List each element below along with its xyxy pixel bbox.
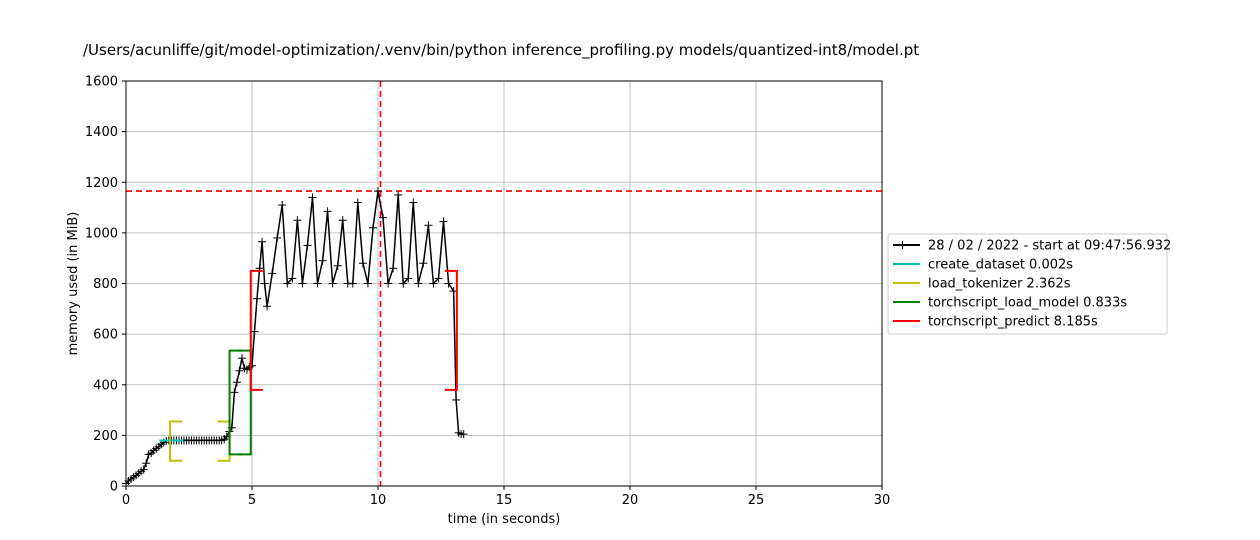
memory-point: [348, 279, 357, 288]
memory-point: [363, 279, 372, 288]
memory-point: [258, 237, 267, 246]
memory-point: [293, 216, 302, 225]
reference-lines: [126, 81, 882, 486]
memory-point: [374, 187, 382, 196]
x-tick-label: 20: [622, 493, 639, 508]
y-tick-label: 0: [110, 480, 118, 495]
memory-point: [409, 198, 418, 207]
memory-point: [368, 223, 377, 232]
memory-point: [452, 395, 461, 404]
legend-entry: 28 / 02 / 2022 - start at 09:47:56.932: [893, 239, 1171, 254]
memory-point: [230, 388, 239, 397]
bracket-torchscript-load-model: [228, 349, 252, 456]
memory-point: [142, 459, 151, 468]
memory-point: [439, 217, 448, 226]
memory-series: [122, 187, 468, 488]
x-tick-label: 0: [122, 493, 130, 508]
memory-point: [283, 279, 292, 288]
memory-point: [139, 465, 148, 474]
y-axis-label: memory used (in MiB): [66, 212, 81, 356]
memory-point: [389, 264, 398, 273]
memory-point: [353, 198, 362, 207]
memory-point: [253, 294, 262, 303]
memory-point: [313, 279, 322, 288]
memory-point: [434, 274, 443, 283]
memory-point: [419, 259, 428, 268]
legend-label: load_tokenizer 2.362s: [928, 277, 1071, 292]
memory-point: [278, 201, 287, 210]
memory-point: [328, 279, 337, 288]
legend-label: torchscript_predict 8.185s: [928, 315, 1098, 330]
memory-point: [237, 354, 246, 363]
x-axis-ticks: 0 5 10 15 20 25 30: [122, 486, 890, 508]
legend-entry: torchscript_predict 8.185s: [893, 315, 1098, 330]
memory-point: [444, 279, 453, 288]
memory-point: [268, 269, 277, 278]
memory-point: [288, 274, 297, 283]
memory-point: [260, 279, 269, 288]
x-tick-label: 30: [874, 493, 891, 508]
legend-entry: create_dataset 0.002s: [893, 258, 1073, 273]
memory-point: [263, 302, 272, 311]
y-tick-label: 800: [93, 277, 118, 292]
legend-label: 28 / 02 / 2022 - start at 09:47:56.932: [928, 239, 1171, 254]
x-tick-label: 15: [496, 493, 513, 508]
y-tick-label: 200: [93, 429, 118, 444]
memory-point: [399, 279, 408, 288]
x-tick-label: 25: [748, 493, 765, 508]
memory-point: [394, 190, 403, 199]
legend-entry: torchscript_load_model 0.833s: [893, 296, 1127, 311]
memory-point: [379, 213, 388, 222]
memory-point: [232, 378, 241, 387]
y-tick-label: 1400: [85, 125, 118, 140]
legend-label: create_dataset 0.002s: [928, 258, 1073, 273]
memory-point: [298, 279, 307, 288]
memory-point: [358, 259, 367, 268]
legend: 28 / 02 / 2022 - start at 09:47:56.932 cr…: [887, 233, 1171, 335]
memory-point: [338, 216, 347, 225]
legend-label: torchscript_load_model 0.833s: [928, 296, 1127, 311]
memory-point: [384, 279, 393, 288]
memory-point: [303, 241, 312, 250]
legend-box: [887, 233, 1168, 335]
y-tick-label: 1600: [85, 75, 118, 90]
x-axis-label: time (in seconds): [448, 512, 561, 527]
legend-entry: load_tokenizer 2.362s: [893, 277, 1071, 292]
memory-point: [429, 279, 438, 288]
y-tick-label: 600: [93, 328, 118, 343]
y-axis-ticks: 0 200 400 600 800 1000 1200 1400 1600: [85, 75, 126, 495]
memory-point: [333, 261, 342, 270]
memory-point: [414, 279, 423, 288]
grid: [125, 80, 883, 487]
memory-point: [318, 256, 327, 265]
bracket-torchscript-predict: [249, 269, 458, 391]
memory-point: [248, 361, 256, 370]
memory-point: [459, 430, 468, 439]
memory-point: [308, 193, 317, 202]
memory-point: [424, 221, 433, 230]
y-tick-label: 400: [93, 378, 118, 393]
memory-point: [273, 233, 282, 242]
chart-title: /Users/acunliffe/git/model-optimization/…: [83, 41, 919, 60]
x-tick-label: 5: [248, 493, 256, 508]
memory-point: [235, 366, 244, 375]
memory-point: [404, 274, 413, 283]
y-tick-label: 1200: [85, 176, 118, 191]
y-tick-label: 1000: [85, 226, 118, 241]
memory-point: [250, 327, 259, 336]
function-brackets: [159, 269, 458, 462]
memory-point: [323, 207, 332, 216]
x-tick-label: 10: [370, 493, 387, 508]
